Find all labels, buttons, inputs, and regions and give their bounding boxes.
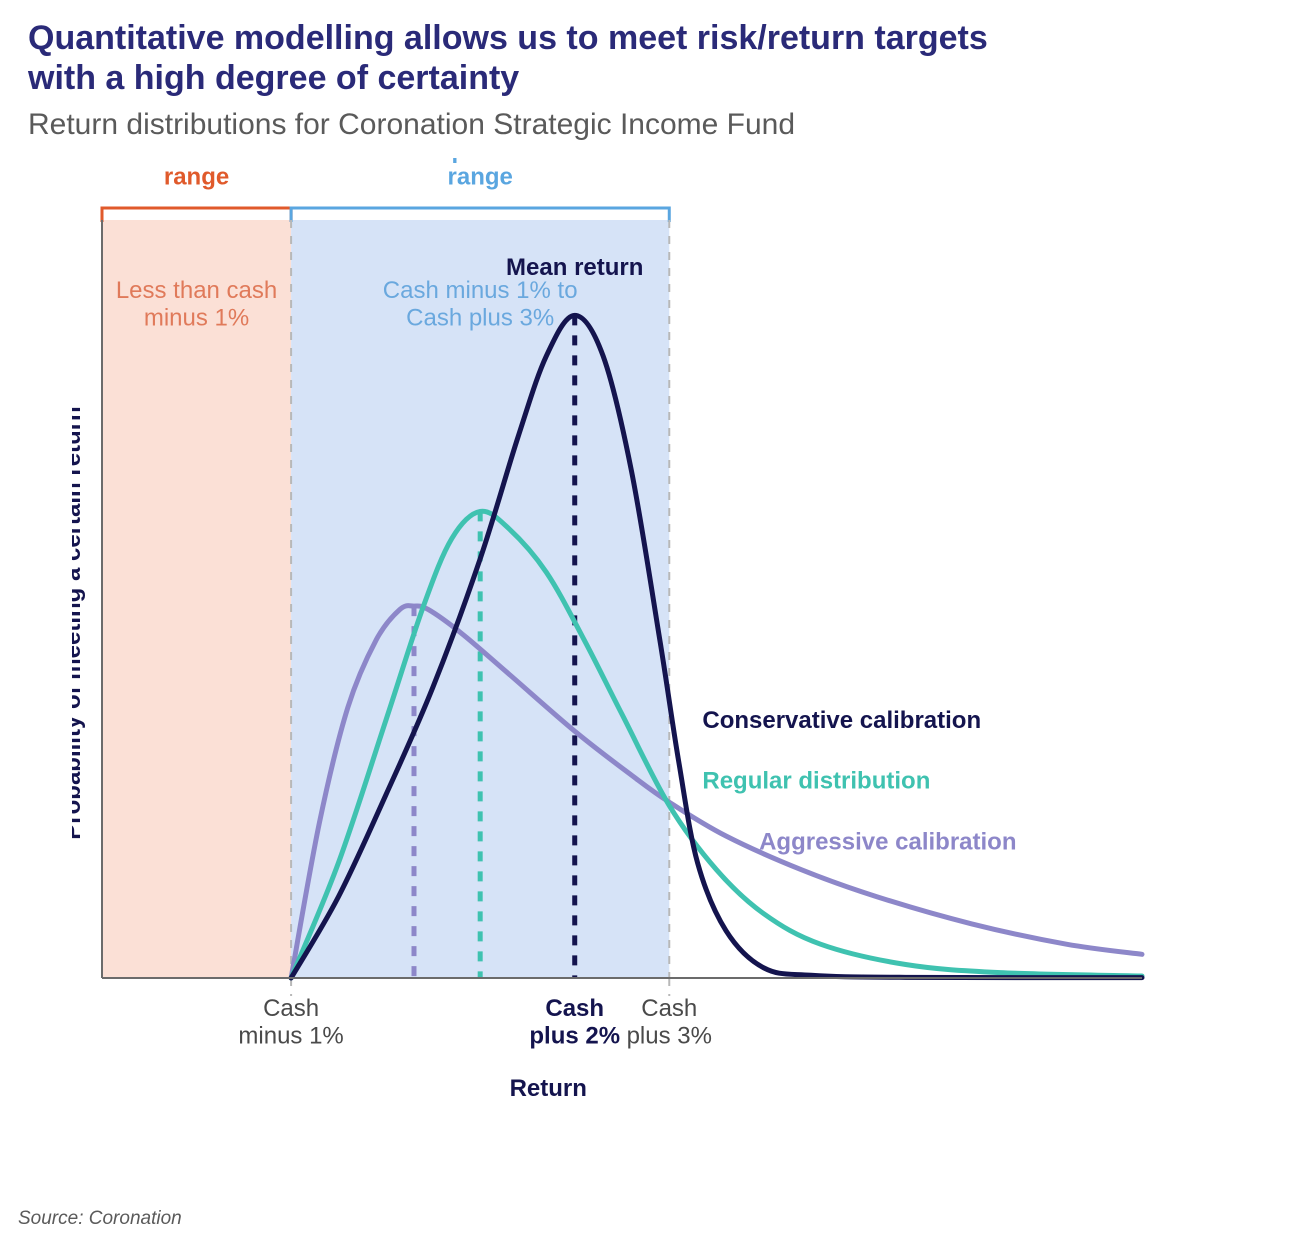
x-tick-label: Cashplus 2% xyxy=(529,995,620,1050)
range-title: Subminimalrange xyxy=(129,158,265,190)
page: Quantitative modelling allows us to meet… xyxy=(0,0,1312,1244)
range-fill xyxy=(102,220,291,978)
mean-return-label: Mean return xyxy=(506,254,643,281)
y-axis-label: Probability of meeting a certain return xyxy=(72,406,86,839)
series-label-aggressive: Aggressive calibration xyxy=(759,829,1016,856)
chart: SubminimalrangeLess than cashminus 1%95t… xyxy=(72,158,1172,1158)
chart-subtitle: Return distributions for Coronation Stra… xyxy=(28,108,795,142)
chart-title: Quantitative modelling allows us to meet… xyxy=(28,18,988,98)
range-desc: Cash minus 1% toCash plus 3% xyxy=(383,277,578,332)
series-label-conservative: Conservative calibration xyxy=(702,707,981,734)
range-title: 95th percentilerange xyxy=(395,158,564,190)
series-label-regular: Regular distribution xyxy=(702,768,930,795)
x-tick-label: Cashminus 1% xyxy=(238,995,343,1050)
range-bracket xyxy=(102,208,291,222)
range-bracket xyxy=(291,208,669,222)
chart-svg: SubminimalrangeLess than cashminus 1%95t… xyxy=(72,158,1172,1158)
x-tick-label: Cashplus 3% xyxy=(627,995,712,1050)
x-axis-label: Return xyxy=(510,1075,587,1102)
source-label: Source: Coronation xyxy=(18,1208,182,1230)
